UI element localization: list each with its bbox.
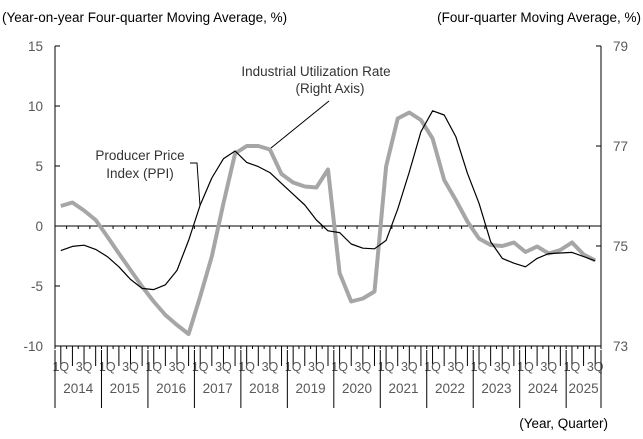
quarter-label: 1Q — [564, 360, 581, 374]
right-tick-label: 77 — [613, 139, 628, 154]
quarter-label: 1Q — [238, 360, 255, 374]
axes: 15 10 5 0 -5 -10 79 77 75 73 1Q 3Q 1Q 3Q 1Q 3Q 1Q 3Q 1Q 3Q 1… — [23, 39, 628, 408]
x-axis-title: (Year, Quarter) — [519, 416, 608, 431]
ppi-leader-line — [190, 162, 201, 207]
ppi-line — [60, 110, 596, 291]
year-label: 2025 — [569, 381, 599, 396]
iur-leader-line — [270, 100, 330, 149]
left-axis-title: (Year-on-year Four-quarter Moving Averag… — [2, 10, 287, 25]
quarter-label: 3Q — [308, 360, 325, 374]
quarter-label: 3Q — [355, 360, 372, 374]
right-tick-label: 79 — [613, 39, 628, 54]
quarter-label: 1Q — [99, 360, 116, 374]
quarter-label: 3Q — [447, 360, 464, 374]
year-label: 2024 — [528, 381, 559, 396]
quarter-label: 1Q — [52, 360, 69, 374]
quarter-label: 3Q — [122, 360, 139, 374]
quarter-label: 3Q — [401, 360, 418, 374]
year-label: 2017 — [203, 381, 233, 396]
ppi-annotation: Producer Price Index (PPI) — [95, 148, 201, 207]
quarter-label: 3Q — [76, 360, 93, 374]
right-axis-title: (Four-quarter Moving Average, %) — [437, 10, 641, 25]
quarter-label: 1Q — [331, 360, 348, 374]
ppi-label-line1: Producer Price — [95, 148, 184, 163]
ppi-label-line2: Index (PPI) — [106, 166, 174, 181]
year-label: 2022 — [435, 381, 465, 396]
year-label: 2023 — [481, 381, 511, 396]
year-label: 2019 — [296, 381, 326, 396]
left-tick-label: -10 — [23, 339, 43, 354]
left-tick-label: 0 — [35, 219, 43, 234]
left-tick-label: 5 — [35, 159, 43, 174]
quarter-label: 1Q — [424, 360, 441, 374]
iur-label-line1: Industrial Utilization Rate — [241, 64, 390, 79]
iur-label-line2: (Right Axis) — [295, 81, 364, 96]
year-label: 2016 — [156, 381, 186, 396]
quarter-label: 3Q — [262, 360, 279, 374]
year-label: 2018 — [249, 381, 279, 396]
quarter-label: 3Q — [540, 360, 557, 374]
year-label: 2014 — [63, 381, 94, 396]
left-tick-label: 15 — [28, 39, 43, 54]
quarter-label: 1Q — [285, 360, 302, 374]
quarter-label: 3Q — [494, 360, 511, 374]
right-tick-label: 73 — [613, 339, 628, 354]
quarter-label: 1Q — [517, 360, 534, 374]
quarter-label: 1Q — [145, 360, 162, 374]
quarter-label: 1Q — [192, 360, 209, 374]
iur-annotation: Industrial Utilization Rate (Right Axis) — [241, 64, 391, 149]
quarter-label: 1Q — [378, 360, 395, 374]
year-label: 2021 — [388, 381, 418, 396]
quarter-label: 1Q — [471, 360, 488, 374]
left-tick-label: -5 — [31, 279, 43, 294]
quarter-label: 3Q — [587, 360, 604, 374]
quarter-label: 3Q — [169, 360, 186, 374]
industrial-utilization-line — [60, 110, 597, 336]
year-label: 2015 — [110, 381, 140, 396]
right-tick-label: 75 — [613, 239, 628, 254]
left-tick-label: 10 — [28, 99, 43, 114]
series — [60, 110, 597, 336]
quarter-label: 3Q — [215, 360, 232, 374]
year-label: 2020 — [342, 381, 372, 396]
